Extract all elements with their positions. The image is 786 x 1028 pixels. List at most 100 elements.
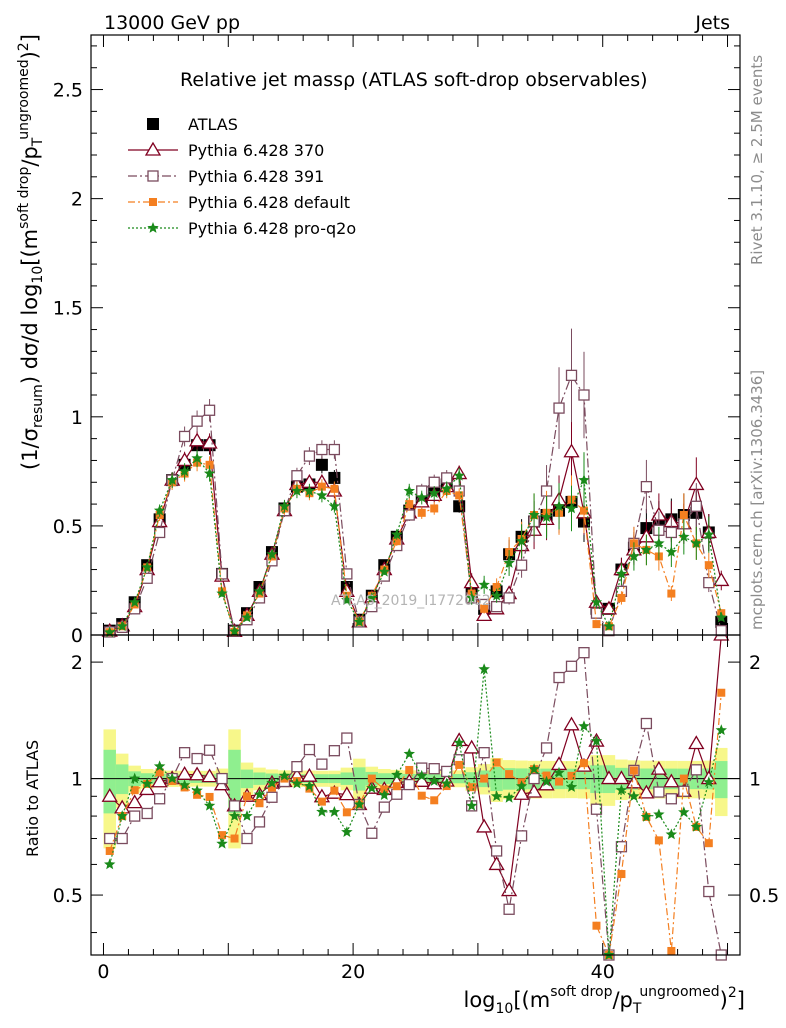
data-point: [430, 504, 439, 513]
ratio-point: [428, 763, 440, 775]
ratio-y-tick-label-right: 2: [749, 652, 761, 674]
ratio-point: [216, 772, 228, 785]
ratio-point: [366, 827, 378, 839]
ratio-point: [303, 743, 316, 756]
ratio-point: [503, 903, 515, 915]
ratio-point: [488, 856, 505, 871]
ratio-point: [690, 820, 702, 832]
ratio-point: [253, 788, 266, 800]
legend-label: Pythia 6.428 pro-q2o: [188, 219, 356, 238]
ratio-point: [528, 772, 540, 785]
data-point: [178, 430, 191, 443]
ratio-point: [255, 799, 264, 808]
mcplots-label: mcplots.cern.ch [arXiv:1306.3436]: [748, 370, 766, 630]
data-point: [515, 559, 528, 571]
ratio-point: [391, 788, 403, 800]
ratio-point: [717, 688, 726, 697]
data-point: [315, 458, 328, 471]
data-point: [667, 589, 676, 598]
ratio-point: [653, 786, 665, 798]
data-point: [466, 591, 478, 603]
ratio-point: [430, 796, 439, 805]
data-point: [341, 594, 353, 605]
data-point: [104, 626, 116, 638]
data-point: [291, 485, 303, 496]
ratio-point: [105, 846, 114, 855]
data-point: [528, 509, 540, 520]
ratio-point: [555, 777, 564, 786]
data-point: [191, 415, 203, 427]
data-point: [428, 476, 440, 488]
axis-ticks: 0 20 40 0 0.5 1 1.5 2 2.5 0.5 0.5 1 1 2 2: [53, 35, 779, 983]
ratio-point: [392, 782, 401, 791]
y-axis-label: (1/σresum) dσ/d log10[(msoft drop/pTungr…: [16, 34, 46, 470]
data-point: [353, 615, 365, 627]
ratio-point: [203, 744, 216, 756]
ratio-point: [715, 724, 727, 736]
legend-marker: [149, 198, 157, 206]
y-tick-label: 0: [71, 625, 83, 647]
data-point: [463, 574, 480, 589]
ratio-point: [141, 807, 153, 820]
data-point: [378, 565, 390, 577]
legend-label: Pythia 6.428 391: [188, 167, 324, 186]
ratio-point: [216, 837, 228, 849]
ratio-point: [515, 830, 528, 842]
ratio-y-tick-label-right: 0.5: [749, 885, 779, 907]
ratio-point: [704, 839, 713, 848]
band-inner: [590, 765, 603, 794]
energy-label: 13000 GeV pp: [104, 12, 240, 34]
ratio-point: [316, 758, 328, 770]
ratio-point: [267, 783, 276, 792]
ratio-point: [466, 799, 478, 811]
ratio-point: [328, 745, 341, 757]
ratio-point: [316, 805, 328, 817]
y-tick-label: 1: [71, 407, 83, 429]
data-point: [416, 491, 428, 503]
data-point: [640, 480, 653, 493]
ratio-point: [230, 834, 239, 843]
ratio-point: [467, 783, 476, 792]
watermark: ATLAS_2019_I1772062: [331, 593, 491, 609]
y-tick-label: 1.5: [53, 298, 83, 320]
ratio-point: [191, 784, 203, 796]
data-point: [679, 511, 688, 519]
data-point: [303, 450, 316, 462]
data-point: [403, 509, 415, 521]
ratio-point: [328, 806, 341, 817]
ratio-point: [615, 784, 628, 795]
data-point: [392, 537, 401, 546]
ratio-point: [478, 663, 490, 675]
ratio-point: [453, 736, 465, 748]
ratio-point: [203, 799, 216, 811]
data-point: [515, 535, 528, 546]
data-point: [476, 607, 493, 622]
ratio-point: [228, 810, 241, 821]
data-point: [205, 460, 214, 469]
ratio-point: [578, 647, 590, 659]
ratio-point: [151, 773, 168, 788]
ratio-point: [116, 832, 128, 845]
ratio-line: [109, 692, 722, 958]
ratio-point: [428, 775, 440, 786]
ratio-point: [441, 777, 453, 789]
ratio-point: [615, 841, 628, 853]
ratio-point: [540, 742, 553, 754]
data-point: [704, 561, 713, 570]
data-point: [201, 434, 218, 449]
series-p370: [101, 418, 730, 897]
data-point: [253, 585, 266, 597]
data-point: [441, 472, 453, 484]
data-point: [216, 587, 228, 599]
ratio-point: [228, 800, 241, 812]
x-tick-label: 20: [341, 961, 365, 983]
data-point: [191, 452, 203, 464]
ratio-point: [104, 832, 116, 845]
data-point: [428, 487, 440, 498]
ratio-point: [188, 766, 206, 781]
ratio-point: [590, 803, 603, 815]
data-point: [640, 543, 653, 555]
data-point: [241, 611, 253, 623]
data-point: [403, 485, 415, 496]
